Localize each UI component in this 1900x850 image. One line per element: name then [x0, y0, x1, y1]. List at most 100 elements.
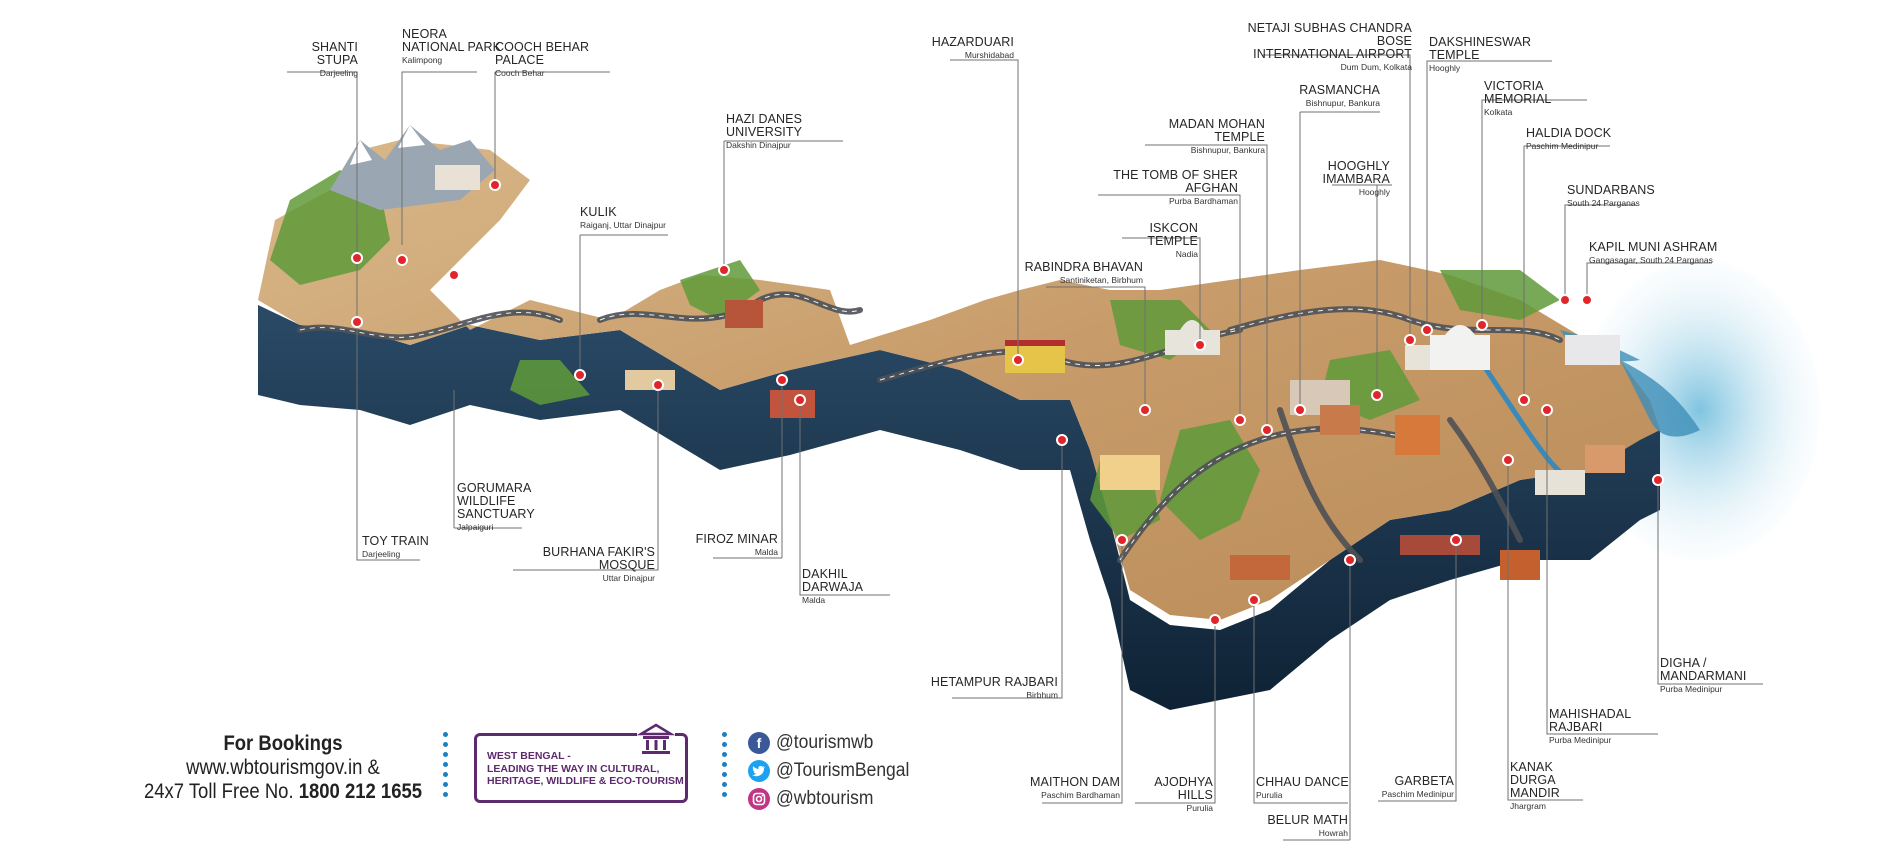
label-sub: Jalpaiguri — [457, 522, 494, 533]
label-kapil-muni: KAPIL MUNI ASHRAM Gangasagar, South 24 P… — [1589, 240, 1729, 265]
label-sub: Purba Bardhaman — [1169, 196, 1238, 207]
marker-victoria — [1476, 319, 1488, 331]
label-name: KANAK DURGA MANDIR — [1510, 760, 1560, 801]
label-netaji: NETAJI SUBHAS CHANDRA BOSE INTERNATIONAL… — [1225, 21, 1412, 73]
label-sub: Paschim Medinipur — [1381, 789, 1454, 800]
label-burhana: BURHANA FAKIR'S MOSQUE Uttar Dinajpur — [500, 545, 655, 583]
tollfree-number[interactable]: 1800 212 1655 — [298, 780, 423, 803]
location-markers — [351, 179, 1664, 626]
marker-chhau — [1248, 594, 1260, 606]
label-sub: Murshidabad — [964, 50, 1014, 61]
label-madan-mohan: MADAN MOHAN TEMPLE Bishnupur, Bankura — [1130, 117, 1265, 155]
label-name: DAKSHINESWAR TEMPLE — [1429, 35, 1532, 63]
label-sub: Bishnupur, Bankura — [1305, 98, 1380, 109]
marker-shanti-stupa — [351, 252, 363, 264]
social-instagram[interactable]: @wbtourism — [748, 785, 921, 813]
facebook-icon: f — [748, 732, 770, 754]
label-sub: Dum Dum, Kolkata — [1340, 62, 1412, 73]
label-name: BURHANA FAKIR'S MOSQUE — [542, 545, 655, 573]
marker-neora — [396, 254, 408, 266]
label-sub: Paschim Medinipur — [1526, 141, 1599, 152]
label-sundarbans: SUNDARBANS South 24 Parganas — [1567, 183, 1687, 209]
label-chhau: CHHAU DANCE Purulia — [1256, 775, 1351, 800]
label-hetampur: HETAMPUR RAJBARI Birbhum — [930, 675, 1058, 700]
label-sub: Cooch Behar — [495, 68, 545, 79]
label-name: HAZI DANES UNIVERSITY — [726, 112, 803, 140]
label-sub: Nadia — [1175, 249, 1198, 260]
label-ajodhya: AJODHYA HILLS Purulia — [1125, 775, 1213, 813]
tagline-box: WEST BENGAL - LEADING THE WAY IN CULTURA… — [474, 722, 688, 803]
bookings-website[interactable]: www.wbtourismgov.in & — [186, 756, 380, 779]
social-links: f @tourismwb @TourismBengal @wbtourism — [748, 729, 921, 813]
label-name: SHANTI STUPA — [311, 40, 358, 68]
label-dakshineswar: DAKSHINESWAR TEMPLE Hooghly — [1429, 35, 1559, 74]
label-sub: Purba Medinipur — [1549, 735, 1612, 746]
label-sub: South 24 Parganas — [1567, 198, 1640, 209]
label-neora: NEORA NATIONAL PARK Kalimpong — [402, 27, 502, 65]
label-kanak-durga: KANAK DURGA MANDIR Jhargram — [1510, 760, 1600, 812]
marker-kapil-muni — [1581, 294, 1593, 306]
label-cooch-behar: COOCH BEHAR PALACE Cooch Behar — [495, 40, 625, 79]
bookings-tollfree: 24x7 Toll Free No. 1800 212 1655 — [138, 780, 428, 804]
label-name: HOOGHLY IMAMBARA — [1322, 159, 1390, 187]
tollfree-prefix: 24x7 Toll Free No. — [143, 780, 294, 803]
marker-ajodhya — [1209, 614, 1221, 626]
label-sub: Kolkata — [1484, 107, 1513, 118]
label-name: HAZARDUARI — [931, 35, 1014, 49]
label-dakhil: DAKHIL DARWAJA Malda — [802, 567, 902, 606]
label-sub: Santiniketan, Birbhum — [1059, 275, 1143, 286]
label-name: MADAN MOHAN TEMPLE — [1168, 117, 1265, 145]
label-name: NETAJI SUBHAS CHANDRA BOSE INTERNATIONAL… — [1247, 21, 1412, 62]
twitter-icon — [748, 760, 770, 782]
map-surface — [258, 140, 1660, 620]
label-hazi-danes: HAZI DANES UNIVERSITY Dakshin Dinajpur — [726, 112, 856, 151]
label-garbeta: GARBETA Paschim Medinipur — [1370, 774, 1454, 800]
label-name: GORUMARA WILDLIFE SANCTUARY — [457, 481, 535, 522]
label-name: HALDIA DOCK — [1526, 126, 1612, 140]
label-sub: Darjeeling — [319, 68, 358, 79]
label-name: AJODHYA HILLS — [1154, 775, 1213, 803]
label-sub: Hooghly — [1429, 63, 1461, 74]
label-sub: Malda — [802, 595, 826, 606]
marker-maithon — [1116, 534, 1128, 546]
label-sub: Jhargram — [1510, 801, 1546, 812]
label-toy-train: TOY TRAIN Darjeeling — [362, 534, 442, 560]
label-name: SUNDARBANS — [1567, 183, 1655, 197]
label-sub: Dakshin Dinajpur — [726, 140, 791, 151]
label-name: VICTORIA MEMORIAL — [1484, 79, 1552, 107]
twitter-handle[interactable]: @TourismBengal — [776, 760, 910, 781]
label-sub: Raiganj, Uttar Dinajpur — [580, 220, 666, 231]
label-belur: BELUR MATH Howrah — [1260, 813, 1348, 839]
social-twitter[interactable]: @TourismBengal — [748, 757, 921, 785]
marker-dakhil — [794, 394, 806, 406]
divider-dots-left — [443, 732, 449, 802]
social-facebook[interactable]: f @tourismwb — [748, 729, 921, 757]
facebook-handle[interactable]: @tourismwb — [776, 732, 874, 753]
label-name: TOY TRAIN — [362, 534, 429, 548]
marker-garbeta — [1450, 534, 1462, 546]
label-digha: DIGHA / MANDARMANI Purba Medinipur — [1660, 656, 1785, 695]
label-iskcon: ISKCON TEMPLE Nadia — [1100, 221, 1198, 260]
marker-firoz — [776, 374, 788, 386]
label-name: RABINDRA BHAVAN — [1024, 260, 1143, 274]
leader-lines — [287, 54, 1763, 841]
marker-hooghly-imambara — [1371, 389, 1383, 401]
bookings-block: For Bookings www.wbtourismgov.in & 24x7 … — [118, 732, 448, 804]
marker-sundarbans — [1559, 294, 1571, 306]
marker-netaji — [1404, 334, 1416, 346]
marker-hazi-danes — [718, 264, 730, 276]
tagline-text: WEST BENGAL - LEADING THE WAY IN CULTURA… — [487, 750, 684, 788]
label-name: MAITHON DAM — [1030, 775, 1120, 789]
map-slab — [258, 305, 1660, 710]
label-sub: Purba Medinipur — [1660, 684, 1723, 695]
marker-sher-afghan — [1234, 414, 1246, 426]
label-sub: Darjeeling — [362, 549, 401, 560]
marker-iskcon — [1194, 339, 1206, 351]
label-name: COOCH BEHAR PALACE — [495, 40, 590, 68]
label-shanti-stupa: SHANTI STUPA Darjeeling — [268, 40, 358, 79]
marker-gorumara — [448, 269, 460, 281]
marker-burhana — [652, 379, 664, 391]
label-hazarduari: HAZARDUARI Murshidabad — [920, 35, 1014, 61]
label-sub: Howrah — [1318, 828, 1348, 839]
instagram-handle[interactable]: @wbtourism — [776, 788, 874, 809]
